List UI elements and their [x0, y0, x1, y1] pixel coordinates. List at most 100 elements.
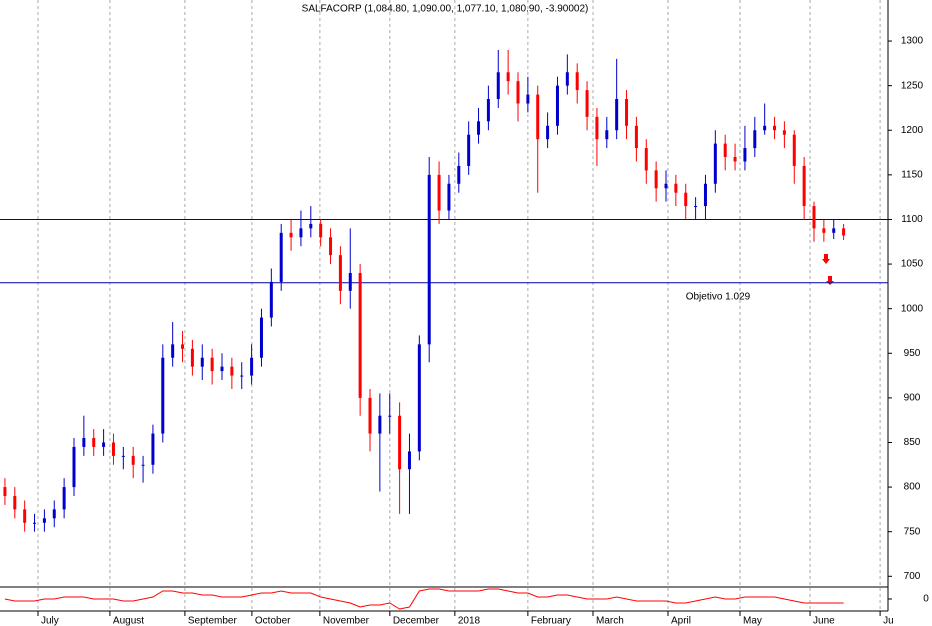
- candle-body: [319, 223, 323, 238]
- candle-body: [33, 522, 37, 524]
- candle-body: [329, 237, 333, 256]
- candle-body: [822, 228, 826, 233]
- candle-body: [486, 99, 490, 122]
- candle-body: [121, 455, 125, 457]
- y-tick-label: 1100: [901, 214, 923, 225]
- y-tick-label: 1050: [901, 259, 924, 270]
- candle-body: [289, 232, 293, 238]
- y-tick-label: 0: [923, 594, 929, 605]
- candle-body: [694, 206, 698, 208]
- candle-body: [240, 375, 244, 377]
- candle-body: [565, 72, 569, 86]
- arrow-icon: [822, 254, 830, 264]
- candle-body: [753, 130, 757, 149]
- y-tick-label: 700: [904, 571, 921, 582]
- candle-body: [625, 99, 629, 126]
- indicator-line: [4, 588, 844, 610]
- candle-body: [131, 455, 135, 465]
- candle-body: [151, 433, 155, 465]
- x-tick-label: September: [188, 616, 238, 626]
- candle-body: [259, 317, 263, 358]
- candle-body: [555, 85, 559, 126]
- candle-body: [575, 72, 579, 91]
- y-tick-label: 1250: [901, 80, 924, 91]
- candle-body: [437, 174, 441, 211]
- candle-body: [427, 174, 431, 345]
- candle-body: [72, 446, 76, 488]
- candle-body: [348, 272, 352, 291]
- candle-body: [467, 134, 471, 166]
- candle-body: [417, 344, 421, 452]
- candle-body: [368, 397, 372, 434]
- candle-body: [309, 223, 313, 229]
- candle-body: [378, 415, 382, 434]
- y-tick-label: 850: [904, 437, 921, 448]
- candle-body: [13, 496, 17, 510]
- x-tick-label: July: [41, 616, 59, 626]
- candle-body: [92, 438, 96, 447]
- candle-body: [62, 487, 66, 510]
- candle-body: [82, 438, 86, 447]
- candle-body: [605, 130, 609, 140]
- x-tick-label: April: [671, 616, 691, 626]
- candle-body: [279, 232, 283, 282]
- x-tick-label: August: [113, 616, 144, 626]
- candle-body: [181, 344, 185, 349]
- candle-body: [407, 451, 411, 470]
- candle-body: [802, 165, 806, 207]
- candle-body: [674, 183, 678, 193]
- candle-body: [338, 255, 342, 291]
- candle-body: [269, 281, 273, 318]
- candle-body: [684, 192, 688, 207]
- candle-body: [42, 518, 46, 523]
- candle-body: [832, 228, 836, 233]
- candle-body: [388, 415, 392, 417]
- x-tick-label: 2018: [458, 616, 481, 626]
- y-tick-label: 950: [904, 348, 921, 359]
- candle-body: [477, 121, 481, 135]
- x-tick-label: November: [323, 616, 370, 626]
- candle-body: [595, 116, 599, 140]
- chart-title: SALFACORP (1,084.80, 1,090.00, 1,077.10,…: [302, 4, 589, 15]
- candle-body: [743, 148, 747, 162]
- y-tick-label: 1000: [901, 303, 924, 314]
- candle-body: [496, 72, 500, 100]
- candle-body: [171, 344, 175, 358]
- candle-body: [250, 357, 254, 376]
- candle-body: [723, 143, 727, 158]
- candle-body: [634, 125, 638, 149]
- candle-body: [773, 125, 777, 131]
- candle-body: [782, 130, 786, 135]
- x-tick-label: February: [531, 616, 571, 626]
- candle-body: [230, 366, 234, 376]
- candle-body: [141, 464, 145, 466]
- candle-body: [654, 170, 658, 189]
- candle-body: [506, 72, 510, 82]
- candle-body: [447, 183, 451, 211]
- y-tick-label: 900: [904, 393, 921, 404]
- candle-body: [220, 366, 224, 372]
- candle-body: [615, 99, 619, 131]
- candle-body: [210, 357, 214, 372]
- x-tick-label: October: [255, 616, 291, 626]
- candle-body: [585, 90, 589, 117]
- candle-body: [23, 509, 27, 523]
- candle-body: [161, 357, 165, 434]
- candle-body: [842, 228, 846, 236]
- candle-body: [812, 206, 816, 229]
- candle-body: [644, 148, 648, 171]
- candle-body: [763, 125, 767, 131]
- candle-body: [546, 125, 550, 140]
- x-tick-label: December: [393, 616, 440, 626]
- y-tick-label: 1300: [901, 36, 924, 47]
- x-tick-label: June: [813, 616, 835, 626]
- x-tick-label: May: [743, 616, 762, 626]
- candle-body: [358, 272, 362, 398]
- candle-body: [526, 94, 530, 104]
- candle-body: [299, 228, 303, 238]
- candle-body: [111, 442, 115, 456]
- x-tick-label: Ju: [883, 616, 894, 626]
- candle-body: [190, 348, 194, 367]
- candle-body: [3, 487, 7, 497]
